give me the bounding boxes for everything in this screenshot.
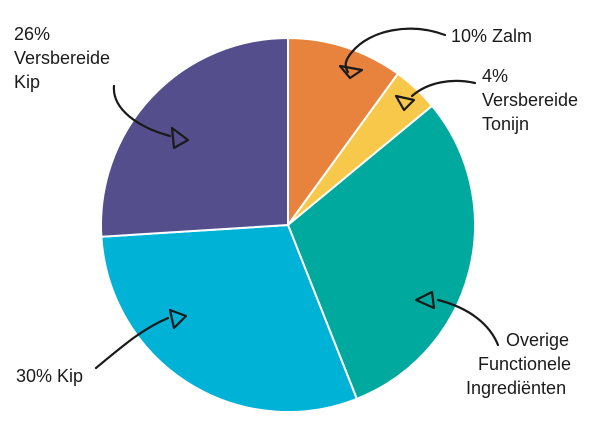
arrow-zalm-head [338, 64, 364, 80]
slice-kip-26 [100, 36, 289, 238]
leader-arrows [94, 27, 500, 370]
arrow-overige [436, 298, 500, 347]
pie-slices [100, 36, 476, 413]
arrow-zalm [344, 27, 447, 74]
slice-kip-30 [100, 223, 359, 413]
arrow-kip26 [112, 84, 172, 138]
label-kip26: 26% Versbereide Kip [14, 24, 115, 92]
arrow-kip30-head [168, 308, 188, 330]
label-tonijn: 4% Versbereide Tonijn [482, 66, 583, 134]
label-overige: Overige Functionele Ingrediënten [466, 330, 576, 398]
arrow-kip30 [94, 316, 170, 370]
arrow-tonijn-head [394, 94, 416, 112]
arrow-overige-head [414, 290, 436, 310]
slice-overige [286, 104, 476, 401]
arrow-kip26-head [170, 126, 190, 150]
arrow-tonijn [410, 79, 477, 98]
label-kip30: 30% Kip [16, 366, 83, 386]
label-zalm: 10% Zalm [451, 26, 532, 46]
slice-zalm [287, 36, 400, 229]
